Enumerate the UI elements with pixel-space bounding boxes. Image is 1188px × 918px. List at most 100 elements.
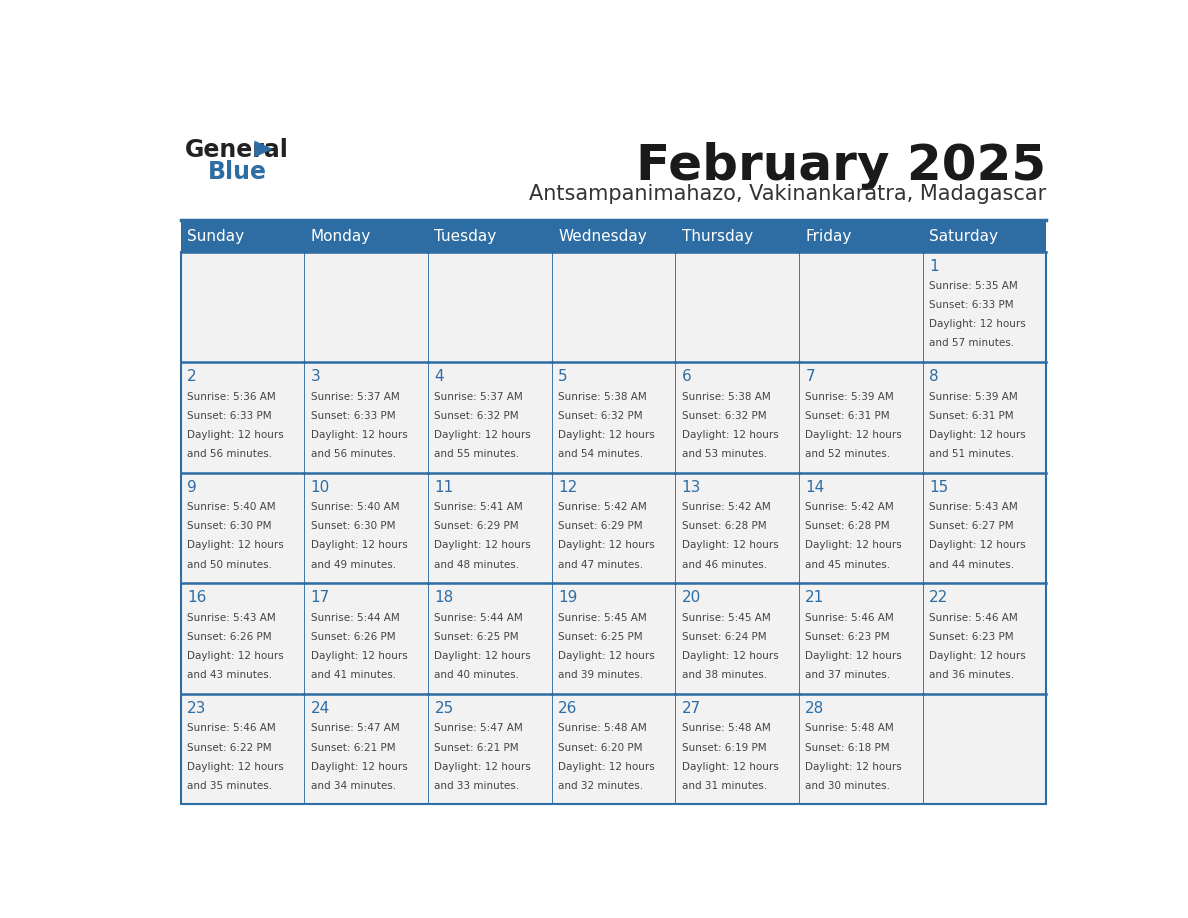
Text: Daylight: 12 hours: Daylight: 12 hours (311, 430, 407, 440)
Text: Sunset: 6:20 PM: Sunset: 6:20 PM (558, 743, 643, 753)
Text: and 53 minutes.: and 53 minutes. (682, 449, 766, 459)
Text: Daylight: 12 hours: Daylight: 12 hours (188, 430, 284, 440)
FancyBboxPatch shape (675, 362, 798, 473)
Text: and 51 minutes.: and 51 minutes. (929, 449, 1015, 459)
Text: 15: 15 (929, 480, 948, 495)
Text: Sunrise: 5:36 AM: Sunrise: 5:36 AM (188, 392, 276, 402)
Text: Sunrise: 5:43 AM: Sunrise: 5:43 AM (188, 613, 276, 623)
Text: Sunset: 6:30 PM: Sunset: 6:30 PM (311, 521, 396, 532)
Text: 21: 21 (805, 590, 824, 605)
Text: Sunset: 6:33 PM: Sunset: 6:33 PM (929, 300, 1013, 310)
Text: Daylight: 12 hours: Daylight: 12 hours (805, 541, 902, 551)
Text: Sunset: 6:21 PM: Sunset: 6:21 PM (435, 743, 519, 753)
FancyBboxPatch shape (304, 362, 428, 473)
Text: and 43 minutes.: and 43 minutes. (188, 670, 272, 680)
Text: 22: 22 (929, 590, 948, 605)
Text: Sunrise: 5:41 AM: Sunrise: 5:41 AM (435, 502, 523, 512)
Text: Sunset: 6:28 PM: Sunset: 6:28 PM (805, 521, 890, 532)
Text: Daylight: 12 hours: Daylight: 12 hours (435, 430, 531, 440)
Text: Sunrise: 5:43 AM: Sunrise: 5:43 AM (929, 502, 1018, 512)
Text: Sunrise: 5:37 AM: Sunrise: 5:37 AM (435, 392, 523, 402)
Text: 19: 19 (558, 590, 577, 605)
Text: 23: 23 (188, 700, 207, 716)
Text: Friday: Friday (805, 229, 852, 244)
Text: 11: 11 (435, 480, 454, 495)
Text: Sunrise: 5:45 AM: Sunrise: 5:45 AM (558, 613, 646, 623)
Text: Sunset: 6:22 PM: Sunset: 6:22 PM (188, 743, 272, 753)
Text: 28: 28 (805, 700, 824, 716)
FancyBboxPatch shape (675, 583, 798, 694)
Text: Sunset: 6:30 PM: Sunset: 6:30 PM (188, 521, 272, 532)
Text: Sunrise: 5:42 AM: Sunrise: 5:42 AM (805, 502, 895, 512)
Text: 18: 18 (435, 590, 454, 605)
Text: and 44 minutes.: and 44 minutes. (929, 560, 1015, 569)
FancyBboxPatch shape (675, 694, 798, 804)
Text: and 41 minutes.: and 41 minutes. (311, 670, 396, 680)
FancyBboxPatch shape (675, 473, 798, 583)
Text: Thursday: Thursday (682, 229, 753, 244)
FancyBboxPatch shape (923, 694, 1047, 804)
Text: Sunset: 6:32 PM: Sunset: 6:32 PM (435, 411, 519, 420)
Text: Sunset: 6:19 PM: Sunset: 6:19 PM (682, 743, 766, 753)
Text: Sunrise: 5:39 AM: Sunrise: 5:39 AM (805, 392, 895, 402)
Text: and 55 minutes.: and 55 minutes. (435, 449, 519, 459)
Text: 12: 12 (558, 480, 577, 495)
Text: Sunset: 6:27 PM: Sunset: 6:27 PM (929, 521, 1013, 532)
Text: 25: 25 (435, 700, 454, 716)
Text: and 49 minutes.: and 49 minutes. (311, 560, 396, 569)
Text: Sunrise: 5:38 AM: Sunrise: 5:38 AM (558, 392, 646, 402)
FancyBboxPatch shape (798, 583, 923, 694)
Text: and 54 minutes.: and 54 minutes. (558, 449, 643, 459)
Text: Wednesday: Wednesday (558, 229, 646, 244)
Text: Sunrise: 5:46 AM: Sunrise: 5:46 AM (929, 613, 1018, 623)
Text: Daylight: 12 hours: Daylight: 12 hours (311, 762, 407, 772)
Text: 20: 20 (682, 590, 701, 605)
Text: Daylight: 12 hours: Daylight: 12 hours (435, 541, 531, 551)
Text: Daylight: 12 hours: Daylight: 12 hours (558, 430, 655, 440)
Text: Sunrise: 5:37 AM: Sunrise: 5:37 AM (311, 392, 399, 402)
Text: Sunrise: 5:46 AM: Sunrise: 5:46 AM (805, 613, 895, 623)
Text: Sunrise: 5:40 AM: Sunrise: 5:40 AM (311, 502, 399, 512)
Text: 9: 9 (188, 480, 197, 495)
Text: Blue: Blue (208, 160, 267, 184)
Text: Daylight: 12 hours: Daylight: 12 hours (188, 541, 284, 551)
FancyBboxPatch shape (428, 362, 551, 473)
Text: Daylight: 12 hours: Daylight: 12 hours (558, 541, 655, 551)
FancyBboxPatch shape (923, 583, 1047, 694)
FancyBboxPatch shape (551, 362, 675, 473)
FancyBboxPatch shape (181, 694, 304, 804)
Text: Daylight: 12 hours: Daylight: 12 hours (682, 541, 778, 551)
Text: Sunrise: 5:40 AM: Sunrise: 5:40 AM (188, 502, 276, 512)
Text: Sunrise: 5:44 AM: Sunrise: 5:44 AM (311, 613, 399, 623)
Text: and 56 minutes.: and 56 minutes. (188, 449, 272, 459)
Text: and 45 minutes.: and 45 minutes. (805, 560, 891, 569)
Text: Sunset: 6:29 PM: Sunset: 6:29 PM (558, 521, 643, 532)
Text: Daylight: 12 hours: Daylight: 12 hours (805, 651, 902, 661)
Text: Daylight: 12 hours: Daylight: 12 hours (435, 651, 531, 661)
Text: Daylight: 12 hours: Daylight: 12 hours (929, 541, 1025, 551)
FancyBboxPatch shape (304, 694, 428, 804)
Text: and 32 minutes.: and 32 minutes. (558, 780, 643, 790)
Text: Sunrise: 5:47 AM: Sunrise: 5:47 AM (435, 723, 523, 733)
Text: Sunset: 6:29 PM: Sunset: 6:29 PM (435, 521, 519, 532)
Text: and 37 minutes.: and 37 minutes. (805, 670, 891, 680)
FancyBboxPatch shape (923, 362, 1047, 473)
Text: Sunset: 6:32 PM: Sunset: 6:32 PM (558, 411, 643, 420)
Text: and 39 minutes.: and 39 minutes. (558, 670, 643, 680)
Text: Daylight: 12 hours: Daylight: 12 hours (929, 319, 1025, 330)
Text: Sunset: 6:25 PM: Sunset: 6:25 PM (558, 632, 643, 642)
FancyBboxPatch shape (428, 473, 551, 583)
Text: Sunset: 6:26 PM: Sunset: 6:26 PM (311, 632, 396, 642)
Text: Sunset: 6:23 PM: Sunset: 6:23 PM (805, 632, 890, 642)
Polygon shape (254, 140, 273, 158)
Text: and 36 minutes.: and 36 minutes. (929, 670, 1015, 680)
FancyBboxPatch shape (798, 362, 923, 473)
Text: Sunrise: 5:35 AM: Sunrise: 5:35 AM (929, 281, 1018, 291)
Text: Daylight: 12 hours: Daylight: 12 hours (311, 651, 407, 661)
Text: Sunrise: 5:42 AM: Sunrise: 5:42 AM (558, 502, 646, 512)
FancyBboxPatch shape (181, 473, 304, 583)
FancyBboxPatch shape (798, 694, 923, 804)
Text: General: General (184, 139, 289, 162)
Text: and 40 minutes.: and 40 minutes. (435, 670, 519, 680)
FancyBboxPatch shape (304, 583, 428, 694)
